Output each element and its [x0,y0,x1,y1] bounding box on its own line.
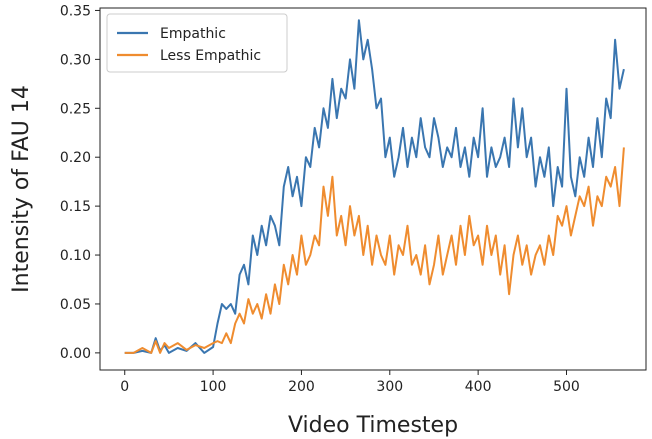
y-tick-label: 0.30 [60,52,91,68]
x-tick-label: 300 [376,379,403,395]
y-tick-label: 0.20 [60,150,91,166]
x-tick-label: 0 [120,379,129,395]
series-layer [124,19,625,354]
x-tick-label: 500 [553,379,580,395]
legend-label-empathic: Empathic [160,26,226,42]
y-tick-label: 0.00 [60,346,91,362]
x-tick-label: 400 [465,379,492,395]
x-tick-label: 100 [200,379,227,395]
x-tick-label: 200 [288,379,315,395]
series-line-empathic [124,19,625,354]
x-axis-ticks: 0 100 200 300 400 500 [120,370,580,395]
y-tick-label: 0.25 [60,101,91,117]
legend: Empathic Less Empathic [106,13,288,73]
y-tick-label: 0.35 [60,3,91,19]
y-tick-label: 0.10 [60,248,91,264]
x-axis-label: Video Timestep [288,413,458,438]
legend-frame [106,13,288,73]
y-axis-ticks: 0.00 0.05 0.10 0.15 0.20 0.25 0.30 0.35 [60,3,100,362]
y-tick-label: 0.15 [60,199,91,215]
legend-label-less-empathic: Less Empathic [160,48,261,64]
y-axis-label: Intensity of FAU 14 [9,85,34,293]
series-line-less-empathic [124,147,625,354]
y-tick-label: 0.05 [60,297,91,313]
